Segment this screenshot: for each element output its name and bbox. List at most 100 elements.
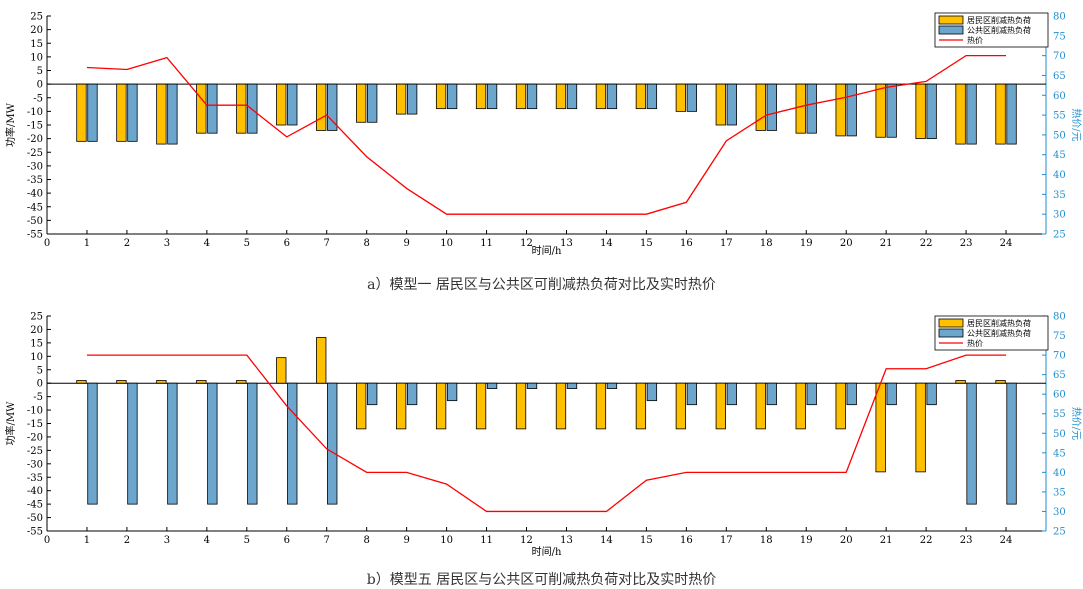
chart-b-bar-residential: [675, 382, 687, 430]
chart-a-bar-public: [87, 83, 98, 142]
chart-a-bar-residential: [955, 83, 966, 145]
chart-a-legend-label-price: 热价: [967, 35, 983, 45]
chart-b-xtick-label: 10: [440, 535, 453, 546]
chart-a-bar-public: [966, 83, 977, 145]
chart-a-ytick-label-left: -45: [27, 202, 43, 213]
chart-b-xtick-label: 19: [800, 535, 813, 546]
chart-a-bar-public: [886, 83, 897, 138]
chart-b-bar-public: [406, 382, 418, 406]
chart-a-xtick-label: 3: [164, 238, 170, 249]
chart-b-bar-residential: [475, 382, 487, 430]
chart-a-ytick-label-left: -35: [27, 175, 43, 186]
chart-a-bar-public: [367, 83, 378, 123]
chart-a-ytick-label-left: -5: [33, 93, 43, 104]
chart-a-ytick-label-left: -25: [27, 148, 43, 159]
chart-a-bar-residential: [156, 83, 167, 145]
chart-a-xtick-label: 23: [960, 238, 973, 249]
chart-b-bar-residential: [555, 382, 567, 430]
chart-a-xtick-label: 21: [880, 238, 893, 249]
chart-a-xtick-label: 16: [680, 238, 693, 249]
chart-b-xtick-label: 20: [840, 535, 853, 546]
chart-b-ytick-label-right: 35: [1053, 487, 1066, 498]
chart-a-xtick-label: 7: [324, 238, 330, 249]
chart-b-legend-swatch-residential: [938, 318, 964, 328]
chart-a-ytick-label-right: 50: [1053, 130, 1066, 141]
chart-b-bar-public: [686, 382, 698, 406]
chart-a-ytick-label-right: 60: [1053, 91, 1066, 102]
chart-a-xtick-label: 12: [520, 238, 533, 249]
chart-a-bar-residential: [675, 83, 687, 112]
chart-a-xtick-label: 1: [84, 238, 90, 249]
chart-a-xtick-label: 19: [800, 238, 813, 249]
chart-a-bar-public: [446, 83, 458, 110]
chart-b-ytick-label-right: 30: [1053, 507, 1066, 518]
chart-a-ytick-label-right: 55: [1053, 111, 1066, 122]
chart-b-xtick-label: 13: [560, 535, 573, 546]
chart-a-bar-residential: [835, 83, 846, 137]
chart-b-ytick-label-right: 45: [1053, 448, 1066, 459]
chart-a-ytick-label-right: 40: [1053, 170, 1066, 181]
chart-a-bar-residential: [635, 83, 647, 110]
chart-a-xtick-label: 14: [600, 238, 613, 249]
chart-b-xtick-label: 23: [960, 535, 973, 546]
chart-b-bar-public: [966, 382, 977, 505]
chart-b-xtick-label: 5: [244, 535, 250, 546]
chart-b-xtick-label: 11: [480, 535, 493, 546]
chart-a-ytick-label-right: 80: [1053, 12, 1066, 23]
chart-b-bar-public: [1006, 382, 1017, 505]
chart-b-ytick-label-right: 40: [1053, 468, 1066, 479]
chart-b-bar-public: [646, 382, 658, 402]
chart-b-bar-public: [606, 382, 618, 389]
chart-b-xtick-label: 16: [680, 535, 693, 546]
chart-a-bar-residential: [875, 83, 886, 138]
chart-b-legend-label-price: 热价: [967, 338, 983, 348]
chart-b-bar-residential: [875, 382, 886, 473]
chart-a-bar-public: [726, 83, 737, 126]
chart-b-bar-public: [247, 382, 258, 505]
chart-a-ytick-label-right: 70: [1053, 51, 1066, 62]
chart-a-ytick-label-left: -50: [27, 216, 43, 227]
chart-b-xtick-label: 21: [880, 535, 893, 546]
chart-b-bar-residential: [196, 380, 207, 384]
chart-a-ytick-label-left: 15: [30, 39, 43, 50]
chart-b-xtick-label: 2: [124, 535, 130, 546]
chart-a-bar-public: [686, 83, 698, 112]
chart-a-bar-public: [167, 83, 178, 145]
chart-a-ytick-label-left: -10: [27, 107, 43, 118]
chart-b-bar-residential: [316, 337, 327, 384]
chart-a-xtick-label: 5: [244, 238, 250, 249]
chart-b-xtick-label: 0: [44, 535, 50, 546]
chart-b-ytick-label-left: 20: [30, 325, 43, 336]
chart-b-ytick-label-left: -10: [27, 406, 43, 417]
chart-b-ylabel-right: 热价/元: [1070, 407, 1083, 440]
chart-b-bar-residential: [755, 382, 766, 430]
chart-a-bar-residential: [116, 83, 127, 142]
chart-a-xtick-label: 11: [480, 238, 493, 249]
chart-b-xtick-label: 15: [640, 535, 653, 546]
chart-b-legend-label-residential: 居民区削减热负荷: [967, 318, 1031, 328]
chart-b-bar-residential: [515, 382, 527, 430]
chart-a-bar-public: [406, 83, 418, 115]
chart-b-legend-swatch-public: [938, 328, 964, 338]
chart-a-bar-residential: [196, 83, 207, 134]
chart-b-bar-residential: [635, 382, 647, 430]
chart-b-bar-residential: [995, 380, 1006, 384]
chart-b-bar-residential: [276, 357, 287, 384]
chart-b-bar-public: [167, 382, 178, 505]
chart-b-bar-residential: [236, 380, 247, 384]
chart-b-bar-residential: [715, 382, 726, 430]
chart-b-bar-residential: [116, 380, 127, 384]
chart-b-xtick-label: 3: [164, 535, 170, 546]
chart-a-ytick-label-right: 45: [1053, 150, 1066, 161]
chart-b-bar-residential: [955, 380, 966, 384]
chart-a-bar-public: [566, 83, 578, 110]
chart-a-ytick-label-right: 30: [1053, 210, 1066, 221]
chart-a-bar-public: [327, 83, 338, 131]
chart-b-bar-residential: [435, 382, 447, 430]
chart-b-xtick-label: 24: [1000, 535, 1013, 546]
chart-a-bar-public: [646, 83, 658, 110]
chart-b-ytick-label-left: -30: [27, 459, 43, 470]
chart-b-xtick-label: 17: [720, 535, 733, 546]
chart-b-bar-public: [926, 382, 937, 406]
